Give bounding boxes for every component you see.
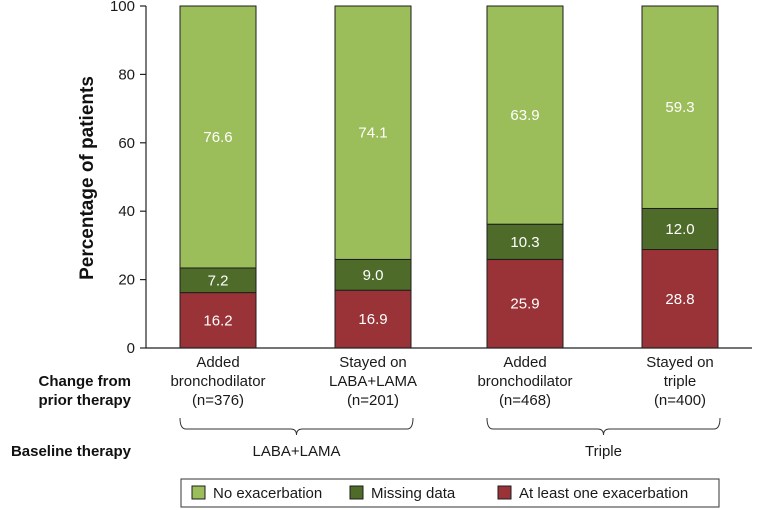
data-label: 12.0 <box>665 221 694 238</box>
baseline-group-label: Triple <box>585 443 622 460</box>
legend-label: At least one exacerbation <box>519 485 688 502</box>
data-label: 25.9 <box>510 296 539 313</box>
data-label: 28.8 <box>665 291 694 308</box>
y-axis: 0 20 40 60 80 100 Percentage of patients <box>77 0 147 357</box>
data-label: 59.3 <box>665 99 694 116</box>
x-category-label: Added <box>503 354 546 371</box>
legend-swatch <box>349 485 364 500</box>
legend-box <box>180 478 720 508</box>
exacerbation-segment <box>334 289 412 349</box>
legend-label: No exacerbation <box>213 485 322 502</box>
legend-label: Missing data <box>371 485 456 502</box>
change-row-label: prior therapy <box>38 392 131 409</box>
missing-data-segment <box>179 267 257 294</box>
group-bracket <box>179 417 414 436</box>
legend: No exacerbation Missing data At least one … <box>180 478 720 508</box>
y-tick-label: 40 <box>118 203 135 220</box>
y-tick-label: 20 <box>118 272 135 289</box>
data-label: 63.9 <box>510 107 539 124</box>
data-label: 74.1 <box>358 125 387 142</box>
data-label: 10.3 <box>510 234 539 251</box>
no-exacerbation-segment <box>486 5 564 225</box>
x-category-label: bronchodilator <box>170 373 265 390</box>
x-category-label: triple <box>664 373 697 390</box>
x-category-label: Stayed on <box>646 354 714 371</box>
y-axis-title: Percentage of patients <box>77 76 98 280</box>
baseline-groups: Baseline therapy LABA+LAMA Triple <box>11 417 721 460</box>
baseline-row-label: Baseline therapy <box>11 443 132 460</box>
group-bracket <box>486 417 721 436</box>
data-label: 16.2 <box>203 312 232 329</box>
x-category-label: bronchodilator <box>477 373 572 390</box>
x-category-labels: Added bronchodilator (n=376) Stayed on LABA+… <box>38 354 713 409</box>
missing-data-segment <box>486 223 564 260</box>
x-category-label: Added <box>196 354 239 371</box>
data-label: 7.2 <box>208 272 229 289</box>
x-category-label: LABA+LAMA <box>329 373 417 390</box>
x-category-label: (n=400) <box>654 392 706 409</box>
data-label: 9.0 <box>363 267 384 284</box>
no-exacerbation-segment <box>179 5 257 269</box>
y-tick-label: 0 <box>127 340 135 357</box>
baseline-group-label: LABA+LAMA <box>253 443 341 460</box>
x-category-label: (n=376) <box>192 392 244 409</box>
no-exacerbation-segment <box>641 5 719 209</box>
x-category-label: Stayed on <box>339 354 407 371</box>
y-tick-label: 80 <box>118 66 135 83</box>
bars: 16.2 7.2 76.6 16.9 9.0 74.1 25.9 10.3 63.9 28.8 12… <box>146 5 752 349</box>
missing-data-segment <box>334 258 412 291</box>
change-row-label: Change from <box>38 373 131 390</box>
exacerbation-segment <box>486 258 564 349</box>
exacerbation-segment <box>641 249 719 349</box>
legend-swatch <box>497 485 512 500</box>
y-tick-label: 100 <box>110 0 135 15</box>
x-category-label: (n=468) <box>499 392 551 409</box>
data-label: 16.9 <box>358 311 387 328</box>
missing-data-segment <box>641 207 719 251</box>
x-category-label: (n=201) <box>347 392 399 409</box>
y-tick-label: 60 <box>118 135 135 152</box>
legend-swatch <box>191 485 206 500</box>
no-exacerbation-segment <box>334 5 412 260</box>
data-label: 76.6 <box>203 129 232 146</box>
